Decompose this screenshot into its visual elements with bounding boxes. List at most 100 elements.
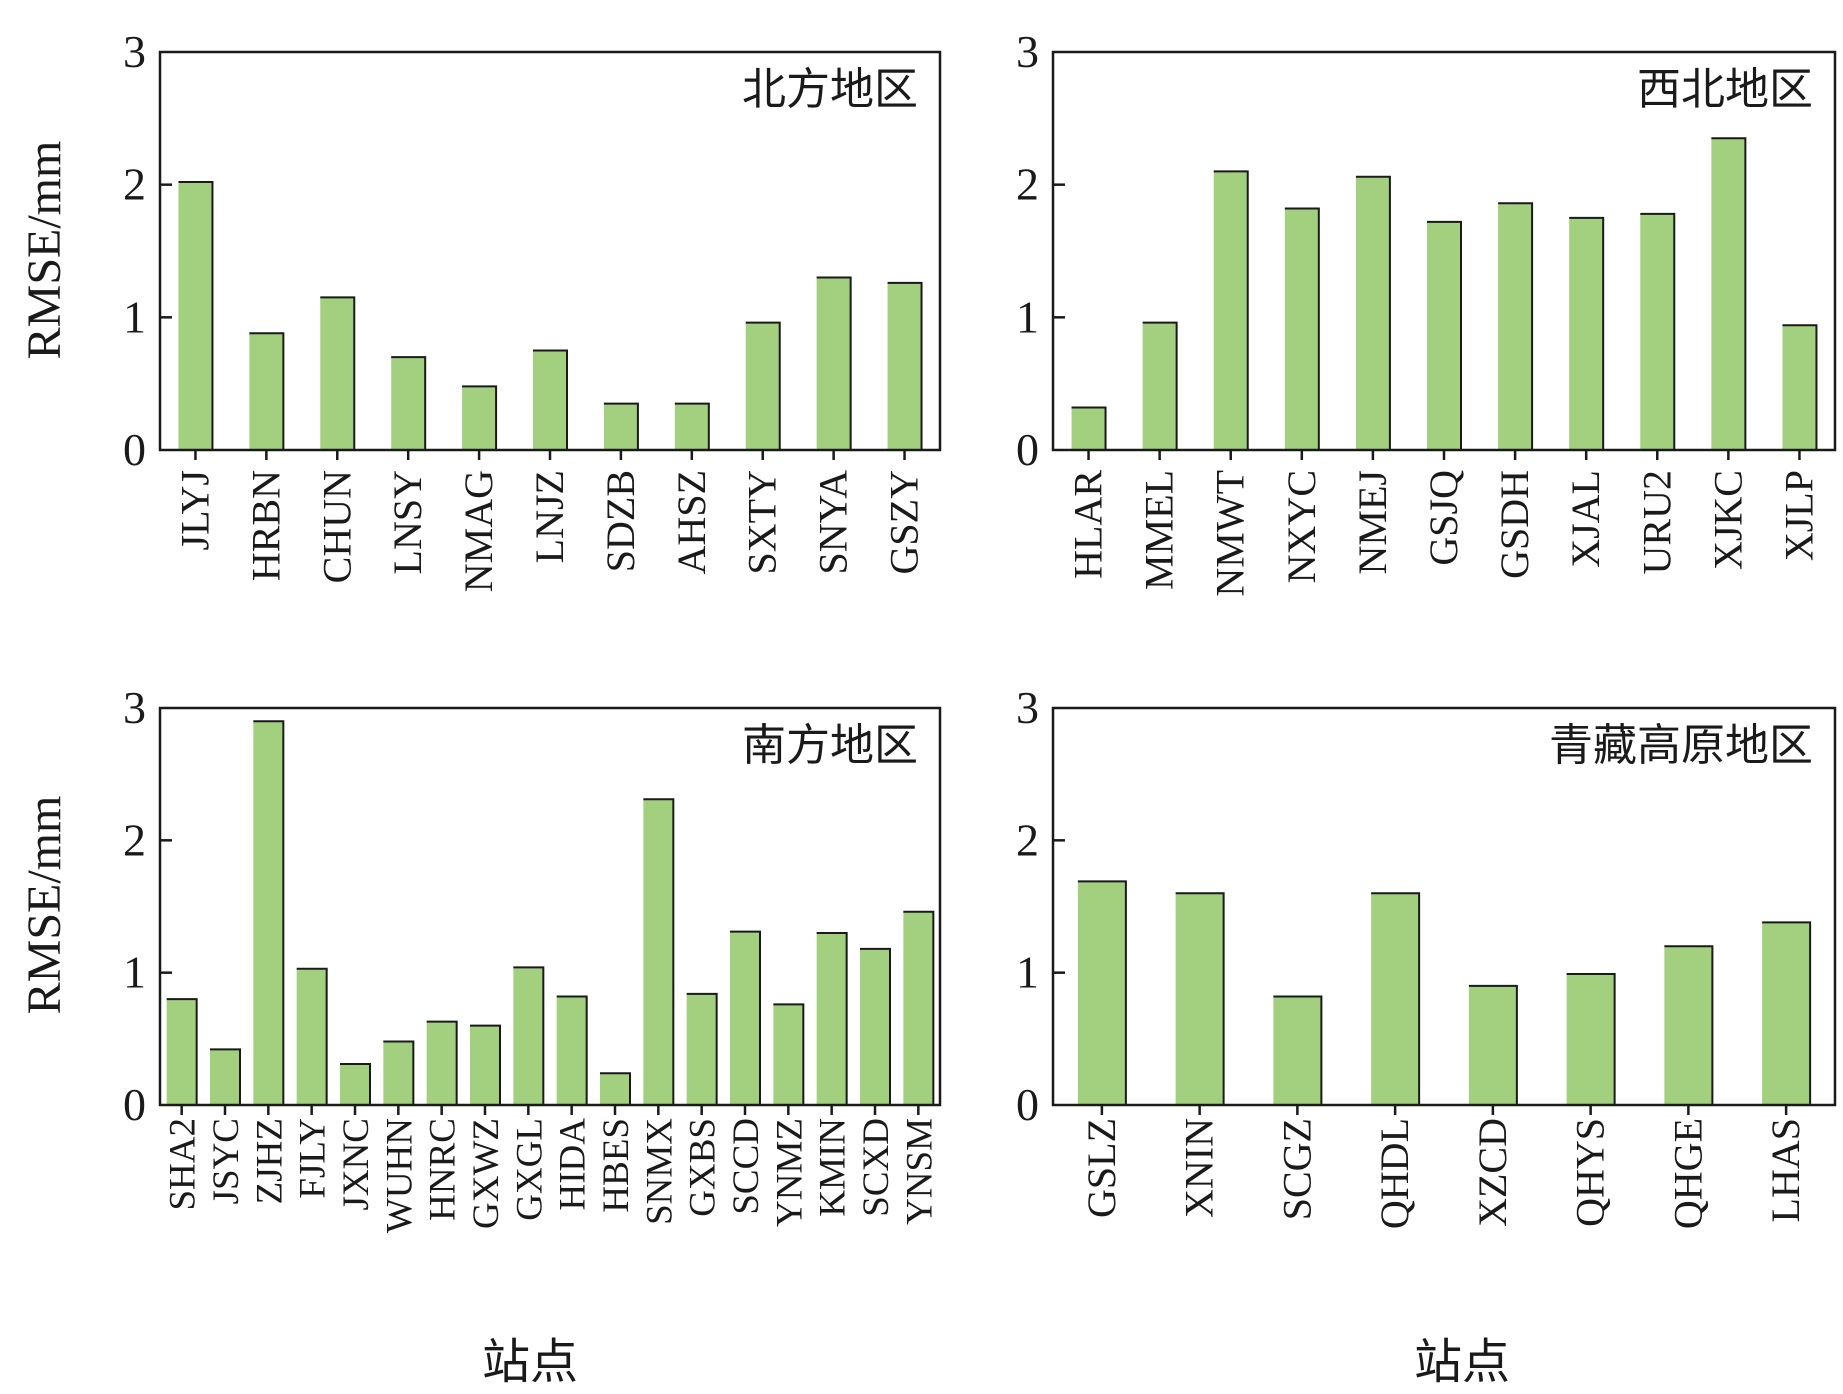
bar-edge-KMIN bbox=[816, 931, 848, 1105]
bar-NMEJ bbox=[1355, 176, 1390, 450]
bar-SCCD bbox=[730, 931, 760, 1105]
bar-GSLZ bbox=[1077, 881, 1126, 1105]
bar-JSYC bbox=[210, 1049, 240, 1105]
y-tick-label: 3 bbox=[1016, 682, 1039, 733]
y-tick-label: 0 bbox=[123, 424, 146, 475]
x-tick-label-SNMX: SNMX bbox=[639, 1118, 680, 1225]
bar-SXTY bbox=[745, 322, 780, 450]
bar-edge-QHYS bbox=[1566, 972, 1616, 1105]
bar-edge-XJLP bbox=[1782, 324, 1818, 450]
x-tick-label-QHDL: QHDL bbox=[1372, 1118, 1417, 1229]
bar-MMEL bbox=[1142, 322, 1177, 450]
bar-edge-LNSY bbox=[391, 356, 427, 450]
bar-edge-NMEJ bbox=[1355, 175, 1391, 450]
y-tick-label: 2 bbox=[123, 159, 146, 210]
bar-NXYC bbox=[1284, 208, 1319, 450]
bar-edge-GSJQ bbox=[1427, 220, 1462, 450]
bar-AHSZ bbox=[674, 403, 709, 450]
bar-FJLY bbox=[296, 968, 327, 1105]
bar-NMAG bbox=[462, 386, 497, 450]
x-tick-label-HRBN: HRBN bbox=[243, 470, 288, 581]
bar-edge-NMWT bbox=[1213, 170, 1249, 450]
plot-frame bbox=[158, 50, 942, 452]
bar-QHYS bbox=[1566, 973, 1615, 1105]
bar-SCGZ bbox=[1273, 996, 1322, 1105]
x-tick-label-GXWZ: GXWZ bbox=[466, 1118, 507, 1229]
bar-HNRC bbox=[426, 1021, 457, 1105]
bar-edge-GSZY bbox=[887, 281, 923, 450]
bar-edge-QHDL bbox=[1371, 892, 1421, 1105]
x-tick-label-HIDA: HIDA bbox=[553, 1118, 594, 1211]
bar-GXGL bbox=[513, 967, 544, 1105]
bar-edge-YNSM bbox=[903, 910, 935, 1105]
bar-NMWT bbox=[1213, 171, 1248, 450]
x-tick-label-JXNC: JXNC bbox=[336, 1118, 377, 1211]
x-tick-label-GXBS: GXBS bbox=[683, 1118, 724, 1217]
x-tick-label-AHSZ: AHSZ bbox=[669, 470, 714, 574]
bar-HLAR bbox=[1071, 407, 1106, 450]
y-tick-label: 2 bbox=[1016, 814, 1039, 865]
bar-edge-HBES bbox=[600, 1072, 631, 1105]
x-tick-label-SCCD: SCCD bbox=[726, 1118, 767, 1215]
x-tick-label-LNJZ: LNJZ bbox=[527, 470, 572, 563]
x-tick-label-FJLY: FJLY bbox=[293, 1118, 334, 1199]
y-tick-label: 0 bbox=[1016, 424, 1039, 475]
bar-edge-XNIN bbox=[1175, 892, 1225, 1105]
region-title: 青藏高原地区 bbox=[1549, 721, 1813, 770]
bar-edge-CHUN bbox=[320, 296, 356, 450]
bar-GSDH bbox=[1498, 203, 1533, 450]
bar-edge-GXWZ bbox=[470, 1024, 501, 1105]
x-tick-label-HLAR: HLAR bbox=[1066, 470, 1111, 579]
x-tick-label-SCGZ: SCGZ bbox=[1274, 1118, 1319, 1220]
region-title: 北方地区 bbox=[742, 65, 918, 114]
bar-SCXD bbox=[860, 948, 890, 1105]
bar-edge-GSLZ bbox=[1077, 880, 1127, 1105]
bar-edge-SDZB bbox=[603, 402, 639, 450]
bar-edge-SCGZ bbox=[1273, 995, 1323, 1105]
bar-WUHN bbox=[383, 1041, 414, 1105]
bar-edge-YNMZ bbox=[773, 1003, 805, 1105]
x-tick-label-GSDH: GSDH bbox=[1492, 470, 1537, 579]
bar-edge-GSDH bbox=[1498, 202, 1534, 450]
bar-SNYA bbox=[816, 277, 851, 450]
panel-1: 0 1 2 3 JLYJ HRBN CHUN LNSY NMAG LNJZ SDZB AHSZ SXTY… bbox=[123, 26, 942, 592]
bar-CHUN bbox=[320, 297, 355, 450]
bar-YNMZ bbox=[773, 1004, 804, 1105]
x-tick-label-NMWT: NMWT bbox=[1208, 470, 1253, 597]
x-tick-label-XJAL: XJAL bbox=[1563, 470, 1608, 568]
y-tick-label: 2 bbox=[123, 814, 146, 865]
bar-LHAS bbox=[1762, 922, 1811, 1105]
y-tick-label: 2 bbox=[1016, 159, 1039, 210]
x-tick-label-QHGE: QHGE bbox=[1665, 1118, 1710, 1229]
x-tick-label-NMAG: NMAG bbox=[456, 470, 501, 592]
bar-edge-LHAS bbox=[1762, 921, 1812, 1105]
x-tick-label-WUHN: WUHN bbox=[379, 1118, 420, 1233]
bar-XNIN bbox=[1175, 893, 1224, 1105]
y-tick-label: 0 bbox=[1016, 1079, 1039, 1130]
bar-edge-XZCD bbox=[1468, 984, 1518, 1105]
bar-edge-SCXD bbox=[860, 947, 891, 1105]
plot-frame bbox=[1051, 50, 1837, 452]
bar-edge-HIDA bbox=[556, 995, 588, 1105]
region-title: 西北地区 bbox=[1637, 65, 1813, 114]
x-tick-label-XJLP: XJLP bbox=[1776, 470, 1821, 561]
x-tick-label-LNSY: LNSY bbox=[385, 470, 430, 574]
bar-SDZB bbox=[603, 403, 638, 450]
x-tick-label-URU2: URU2 bbox=[1634, 470, 1679, 574]
y-tick-label: 1 bbox=[1016, 947, 1039, 998]
bar-edge-LNJZ bbox=[533, 349, 568, 450]
bar-edge-SCCD bbox=[730, 930, 761, 1105]
panel-2: 0 1 2 3 HLAR MMEL NMWT NXYC NMEJ GSJQ GSDH XJAL URU2… bbox=[1016, 26, 1837, 597]
y-axis-title-top: RMSE/mm bbox=[18, 141, 71, 360]
bar-edge-JSYC bbox=[210, 1048, 241, 1105]
x-tick-label-QHYS: QHYS bbox=[1568, 1118, 1613, 1227]
bar-XJKC bbox=[1711, 138, 1746, 450]
x-tick-label-SXTY: SXTY bbox=[740, 470, 785, 574]
bar-edge-SNYA bbox=[816, 276, 852, 450]
x-tick-label-YNMZ: YNMZ bbox=[769, 1118, 810, 1227]
x-axis-title-left: 站点 bbox=[482, 1336, 578, 1389]
bar-SNMX bbox=[643, 799, 674, 1105]
bar-QHDL bbox=[1371, 893, 1420, 1105]
bar-LNJZ bbox=[533, 350, 567, 450]
x-tick-label-JLYJ: JLYJ bbox=[172, 470, 217, 550]
